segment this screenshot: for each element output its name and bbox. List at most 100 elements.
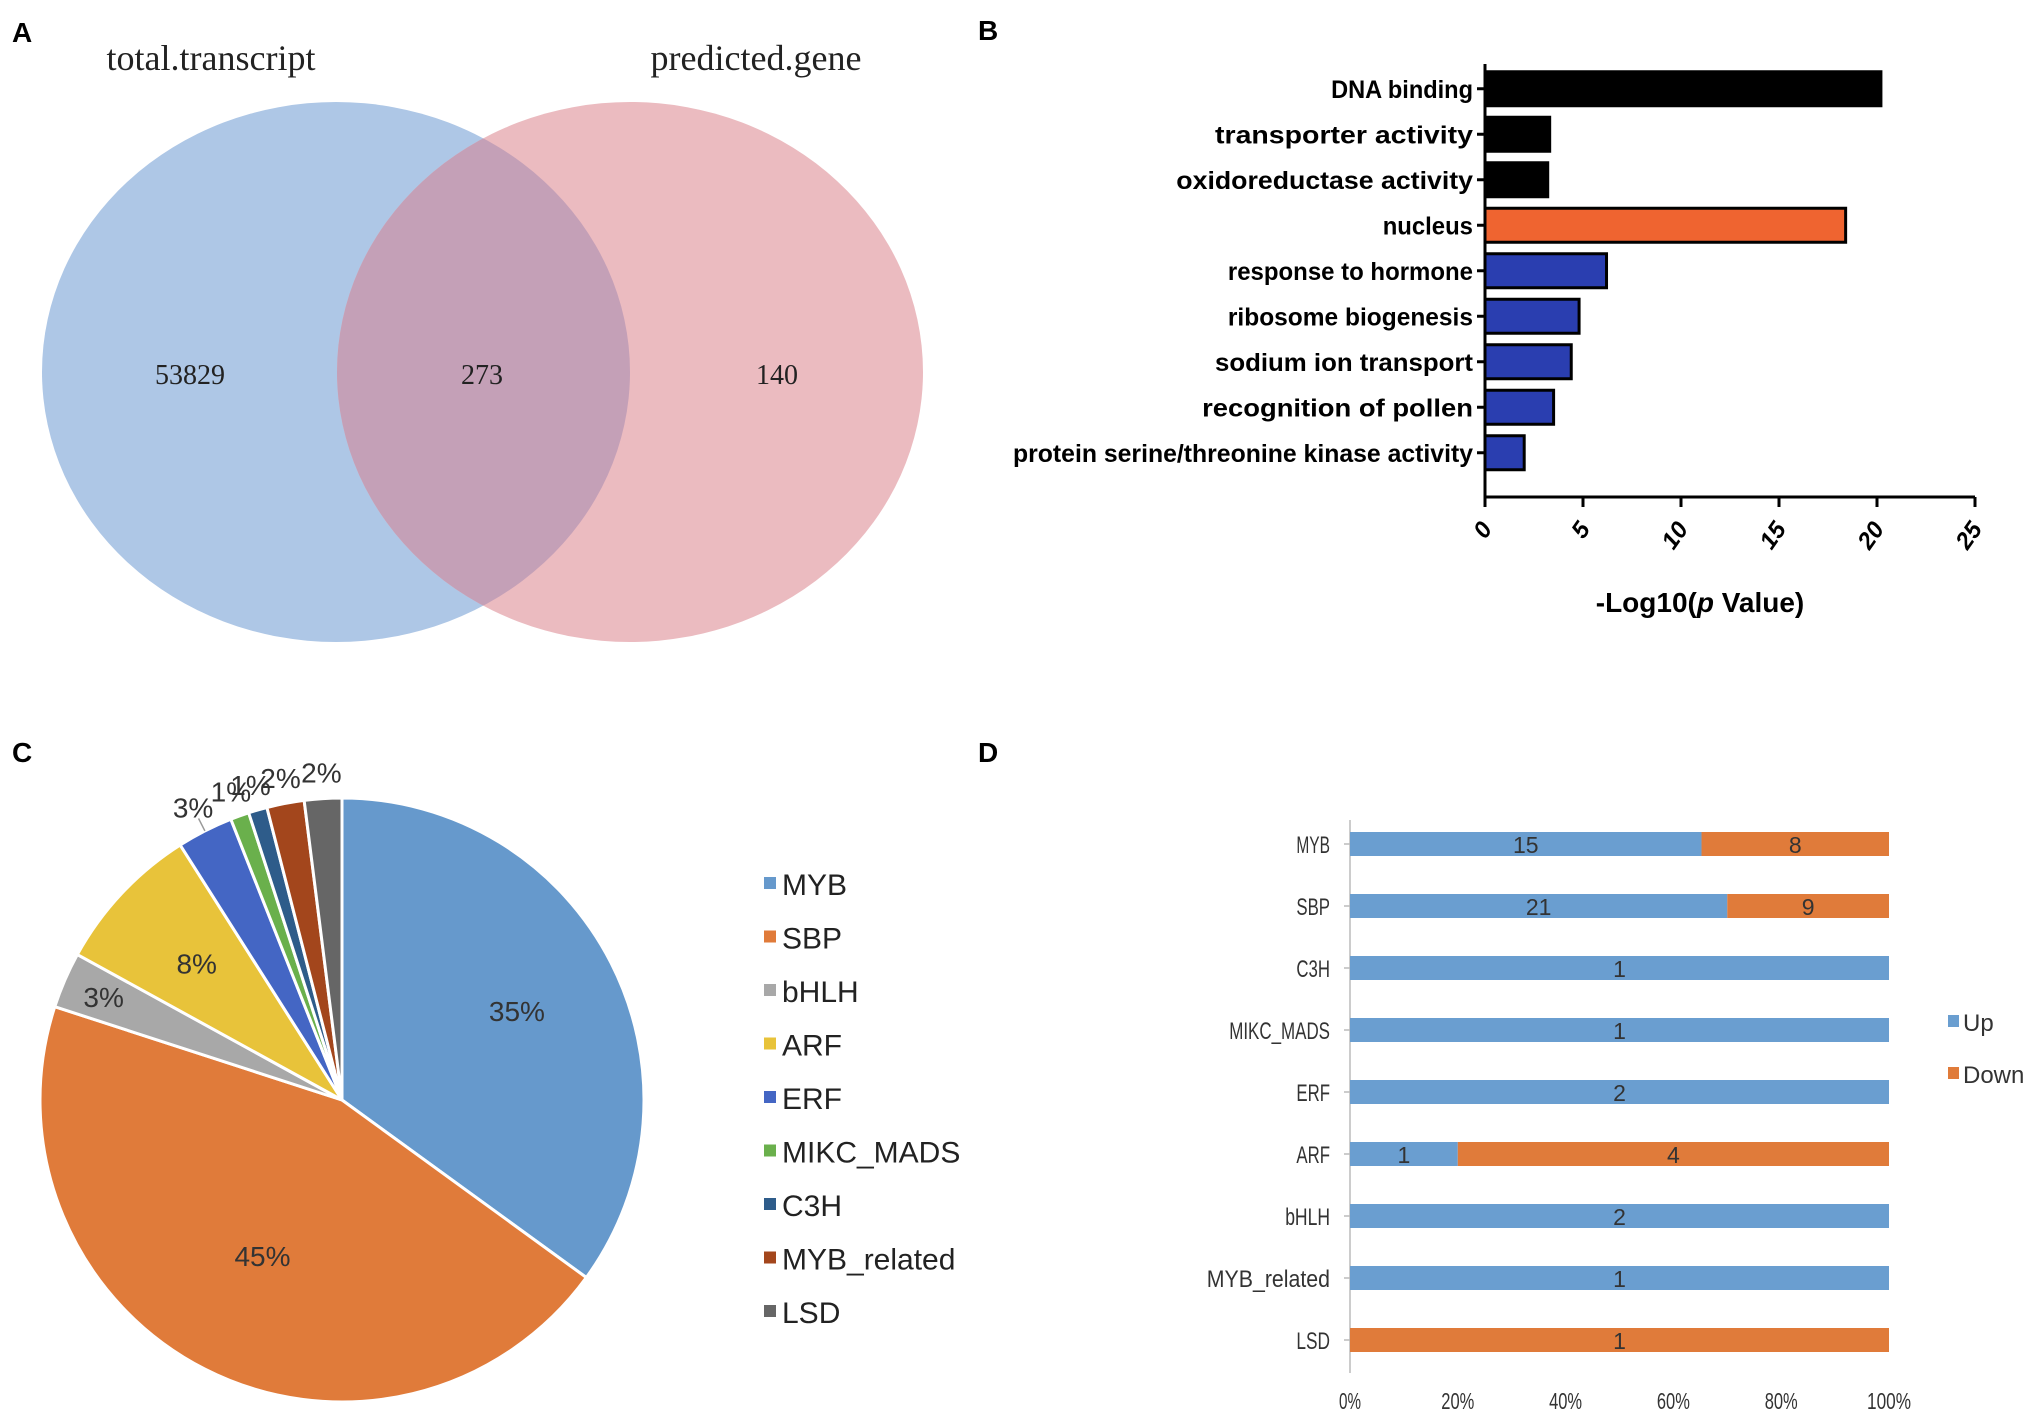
legend-label: MIKC_MADS bbox=[782, 1137, 960, 1170]
category-label: C3H bbox=[1296, 956, 1330, 983]
category-label: SBP bbox=[1296, 894, 1330, 921]
category-label: DNA binding bbox=[1331, 76, 1473, 104]
category-label: ARF bbox=[1296, 1142, 1330, 1169]
x-tick-label: 40% bbox=[1549, 1388, 1582, 1414]
category-label: LSD bbox=[1296, 1328, 1330, 1355]
pie-slice bbox=[302, 796, 344, 1101]
stacked-bar-segment bbox=[1727, 894, 1889, 918]
slice-label: 1% bbox=[230, 770, 270, 801]
slice-label: 3% bbox=[173, 793, 213, 824]
legend-swatch bbox=[764, 930, 776, 943]
up-down-stacked-bar-chart: 15 8 MYB 21 9 SBP 1 C3H 1 MIKC_MADS 2 ERF 1 4 ARF 2 bHLH… bbox=[1207, 820, 2024, 1414]
slice-label: 35% bbox=[489, 996, 545, 1027]
bar bbox=[1483, 70, 1883, 108]
bar bbox=[1483, 434, 1526, 472]
x-axis-title: -Log10(p Value) bbox=[1596, 587, 1804, 618]
venn-left-label: total.transcript bbox=[107, 38, 316, 78]
x-tick-label: 5 bbox=[1566, 516, 1596, 543]
slice-label: 1% bbox=[211, 776, 251, 807]
category-label: recognition of pollen bbox=[1202, 394, 1473, 422]
x-tick-label: 80% bbox=[1765, 1388, 1798, 1414]
category-label: response to hormone bbox=[1228, 258, 1473, 286]
segment-value-label: 1 bbox=[1613, 956, 1626, 982]
slice-label: 2% bbox=[301, 758, 341, 789]
panel-letter-c: C bbox=[12, 737, 32, 768]
legend-label: LSD bbox=[782, 1297, 840, 1330]
segment-value-label: 2 bbox=[1613, 1204, 1626, 1230]
x-tick-label: 100% bbox=[1867, 1388, 1911, 1414]
segment-value-label: 1 bbox=[1613, 1328, 1626, 1354]
stacked-bar-segment bbox=[1350, 1080, 1889, 1104]
pie-slice bbox=[340, 796, 646, 1280]
segment-value-label: 21 bbox=[1526, 894, 1552, 920]
category-label: ERF bbox=[1296, 1080, 1330, 1107]
category-label: transporter activity bbox=[1215, 121, 1473, 149]
legend-swatch bbox=[764, 877, 776, 889]
x-axis-title-part: -Log10( bbox=[1596, 587, 1698, 618]
x-axis-title-part: p bbox=[1696, 587, 1714, 618]
stacked-bar-segment bbox=[1701, 832, 1889, 856]
panel-letter-a: A bbox=[12, 17, 32, 48]
stacked-bar-segment bbox=[1350, 1142, 1458, 1166]
stacked-bar-segment bbox=[1350, 1204, 1889, 1228]
segment-value-label: 1 bbox=[1398, 1142, 1411, 1168]
bar bbox=[1483, 206, 1848, 244]
stacked-bar-segment bbox=[1350, 1266, 1889, 1290]
venn-diagram: total.transcript predicted.gene 53829 27… bbox=[42, 38, 923, 642]
x-tick-label: 60% bbox=[1657, 1388, 1690, 1414]
pie-slice bbox=[75, 842, 344, 1102]
venn-intersection-count: 273 bbox=[461, 360, 503, 391]
category-label: nucleus bbox=[1383, 212, 1473, 240]
legend-label: MYB_related bbox=[782, 1244, 955, 1277]
legend-label: SBP bbox=[782, 923, 842, 956]
slice-label: 8% bbox=[176, 949, 216, 980]
category-label: ribosome biogenesis bbox=[1228, 303, 1473, 331]
legend-label: Down bbox=[1963, 1062, 2024, 1089]
legend-label: ARF bbox=[782, 1030, 842, 1063]
legend-label: ERF bbox=[782, 1083, 842, 1116]
bar bbox=[1483, 115, 1552, 153]
panel-letter-d: D bbox=[978, 737, 998, 768]
segment-value-label: 2 bbox=[1613, 1080, 1626, 1106]
venn-overlap bbox=[337, 102, 630, 642]
bar bbox=[1483, 161, 1550, 199]
x-tick-label: 0% bbox=[1339, 1388, 1361, 1414]
slice-label: 2% bbox=[260, 763, 300, 794]
category-label: bHLH bbox=[1285, 1204, 1330, 1231]
category-label: oxidoreductase activity bbox=[1176, 167, 1473, 195]
category-label: MIKC_MADS bbox=[1229, 1018, 1330, 1045]
legend-swatch bbox=[764, 1037, 776, 1050]
category-label: MYB_related bbox=[1207, 1266, 1330, 1293]
legend-swatch bbox=[764, 1305, 776, 1317]
x-axis-title-part: Value) bbox=[1714, 587, 1804, 618]
category-label: MYB bbox=[1296, 832, 1330, 859]
bar bbox=[1483, 297, 1581, 335]
venn-right-count: 140 bbox=[756, 360, 798, 391]
segment-value-label: 1 bbox=[1613, 1018, 1626, 1044]
legend-swatch bbox=[1948, 1015, 1959, 1027]
legend-swatch bbox=[1948, 1067, 1959, 1079]
segment-value-label: 1 bbox=[1613, 1266, 1626, 1292]
stacked-bar-segment bbox=[1350, 894, 1728, 918]
slice-label: 45% bbox=[234, 1241, 290, 1272]
stacked-bar-segment bbox=[1350, 956, 1889, 980]
segment-value-label: 8 bbox=[1789, 832, 1802, 858]
legend-swatch bbox=[764, 1198, 776, 1210]
legend-label: C3H bbox=[782, 1190, 842, 1223]
x-tick-label: 0 bbox=[1468, 516, 1498, 543]
segment-value-label: 4 bbox=[1667, 1142, 1680, 1168]
bar bbox=[1483, 252, 1609, 290]
x-tick-label: 20% bbox=[1441, 1388, 1474, 1414]
bar bbox=[1483, 343, 1573, 381]
segment-value-label: 15 bbox=[1513, 832, 1539, 858]
x-tick-label: 15 bbox=[1754, 516, 1792, 554]
category-label: protein serine/threonine kinase activity bbox=[1013, 440, 1473, 468]
legend-label: bHLH bbox=[782, 976, 859, 1009]
category-label: sodium ion transport bbox=[1215, 349, 1474, 377]
segment-value-label: 9 bbox=[1802, 894, 1815, 920]
legend-label: MYB bbox=[782, 869, 847, 902]
stacked-bar-segment bbox=[1350, 1328, 1889, 1352]
legend-swatch bbox=[764, 1251, 776, 1264]
legend-label: Up bbox=[1963, 1010, 1994, 1037]
